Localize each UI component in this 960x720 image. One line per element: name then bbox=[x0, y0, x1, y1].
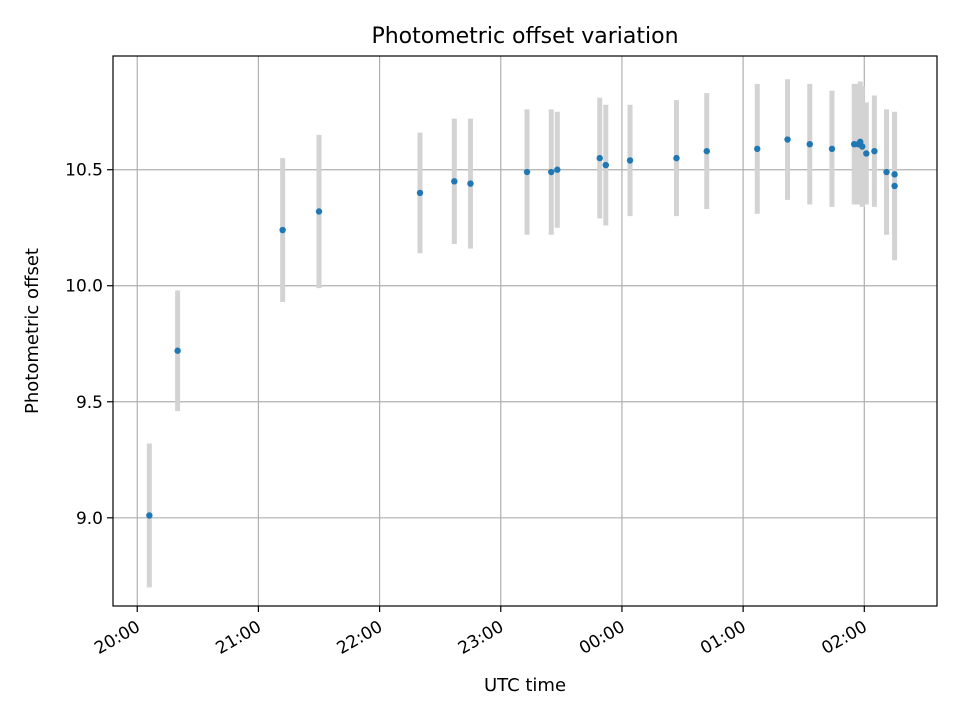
y-axis-ticks: 9.0 9.5 10.0 10.5 bbox=[65, 161, 113, 529]
data-point bbox=[554, 166, 561, 173]
plot-frame bbox=[112, 55, 938, 607]
gridlines bbox=[113, 56, 937, 606]
chart-title: Photometric offset variation bbox=[371, 24, 678, 49]
y-tick-label: 9.5 bbox=[76, 393, 103, 413]
data-point bbox=[416, 189, 424, 197]
data-point bbox=[863, 150, 870, 157]
y-tick-label: 10.0 bbox=[65, 277, 103, 297]
data-point bbox=[891, 182, 898, 190]
data-point bbox=[891, 171, 898, 178]
data-point bbox=[315, 208, 323, 215]
data-point bbox=[451, 178, 458, 185]
data-point bbox=[523, 168, 531, 176]
data-point bbox=[883, 168, 890, 176]
x-axis-label: UTC time bbox=[484, 675, 566, 696]
data-point bbox=[703, 147, 710, 155]
data-point bbox=[828, 145, 836, 153]
data-point bbox=[806, 140, 813, 148]
data-point bbox=[602, 161, 609, 169]
data-point bbox=[859, 143, 866, 150]
data-point bbox=[673, 154, 680, 162]
data-point bbox=[596, 154, 603, 162]
y-axis-label: Photometric offset bbox=[22, 248, 43, 414]
y-tick-label: 9.0 bbox=[76, 509, 103, 529]
data-point bbox=[784, 136, 791, 143]
data-point bbox=[626, 157, 634, 164]
data-point bbox=[871, 147, 878, 155]
data-point bbox=[467, 180, 474, 187]
data-point bbox=[279, 226, 286, 234]
data-point bbox=[548, 168, 555, 176]
data-point bbox=[754, 145, 761, 153]
data-points bbox=[146, 136, 898, 519]
data-point bbox=[174, 347, 181, 354]
y-tick-label: 10.5 bbox=[65, 161, 103, 181]
data-point bbox=[146, 512, 153, 519]
